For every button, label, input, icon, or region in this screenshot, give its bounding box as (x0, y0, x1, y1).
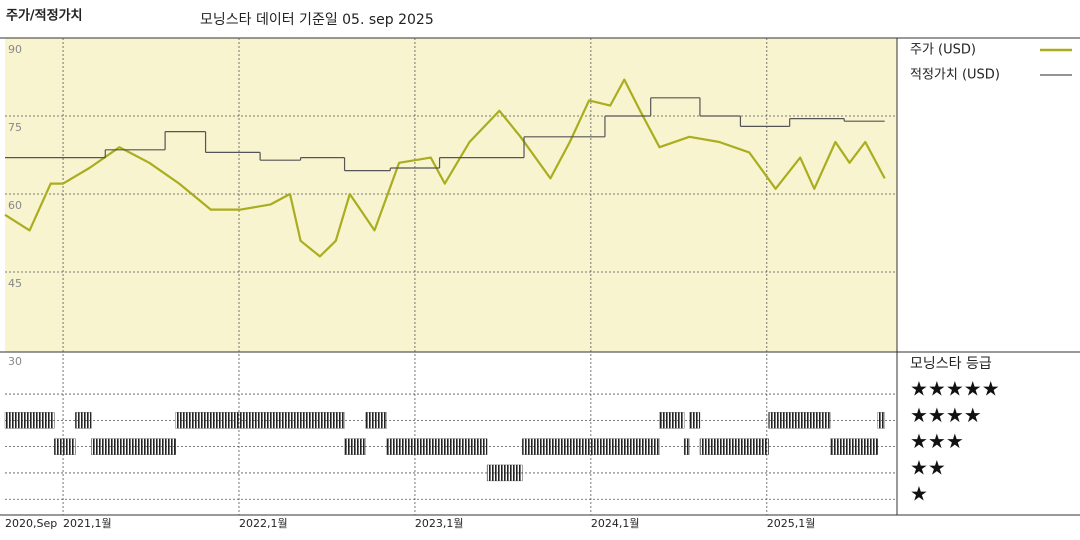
x-tick-label: 2022,1월 (239, 517, 288, 530)
rating-bar (54, 438, 76, 455)
rating-bar (486, 464, 523, 482)
x-tick-label: 2021,1월 (63, 517, 112, 530)
x-tick-label: 2023,1월 (415, 517, 464, 530)
rating-bar (91, 438, 176, 455)
y-tick-label: 60 (8, 199, 22, 212)
x-tick-label: 2024,1월 (591, 517, 640, 530)
legend-label: 주가 (USD) (910, 43, 976, 58)
x-tick-label: 2025,1월 (767, 517, 816, 530)
y-tick-label: 30 (8, 355, 22, 368)
subtitle: 모닝스타 데이터 기준일 05. sep 2025 (200, 12, 434, 28)
rating-bar (699, 438, 769, 455)
y-tick-label: 45 (8, 277, 22, 290)
rating-label: ★ (910, 482, 928, 506)
rating-label: ★★ (910, 455, 946, 479)
chart-title: 주가/적정가치 (6, 8, 83, 24)
x-tick-label: 2020,Sep (5, 517, 57, 530)
rating-bar (829, 438, 878, 455)
price-line (4, 78, 886, 258)
rating-bar (344, 438, 366, 455)
rating-bar (386, 438, 488, 455)
rating-bar (683, 438, 690, 455)
rating-bar (659, 412, 685, 429)
rating-bar (4, 412, 55, 429)
price-panel (5, 38, 897, 352)
rating-bar (768, 412, 831, 429)
y-tick-label: 90 (8, 43, 22, 56)
rating-title: 모닝스타 등급 (910, 356, 992, 372)
legend-label: 적정가치 (USD) (910, 68, 1000, 83)
rating-label: ★★★★ (910, 403, 982, 427)
rating-bar (877, 412, 885, 429)
rating-label: ★★★ (910, 429, 964, 453)
rating-bar (689, 412, 701, 429)
rating-bar (75, 412, 92, 429)
rating-bar (365, 412, 387, 429)
rating-label: ★★★★★ (910, 377, 1000, 401)
rating-bar (175, 412, 345, 429)
rating-bar (522, 438, 660, 455)
y-tick-label: 75 (8, 121, 22, 134)
